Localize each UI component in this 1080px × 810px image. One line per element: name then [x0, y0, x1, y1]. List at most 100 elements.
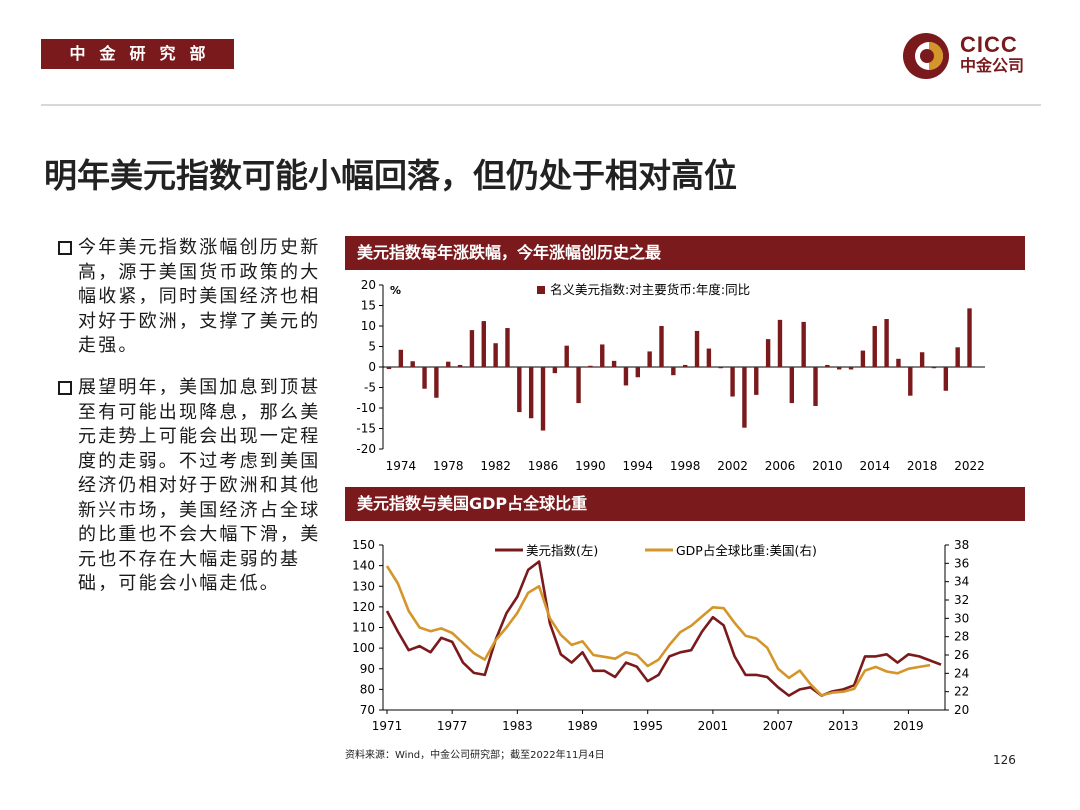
bar	[884, 319, 889, 367]
bar	[742, 367, 747, 428]
page-title: 明年美元指数可能小幅回落，但仍处于相对高位	[44, 156, 737, 195]
bar	[967, 308, 972, 367]
bar	[659, 326, 664, 367]
right-tick-label: 28	[954, 630, 969, 644]
bar	[777, 319, 783, 367]
right-tick-label: 24	[954, 666, 969, 680]
usd-index-line	[385, 560, 942, 697]
y-tick-label: -10	[356, 401, 376, 415]
x-tick-label: 2002	[717, 459, 748, 473]
bar	[398, 349, 404, 367]
left-tick-label: 110	[352, 621, 375, 635]
y-unit-label: %	[390, 284, 401, 297]
y-tick-label: -20	[356, 442, 376, 456]
bar	[682, 364, 688, 367]
bar	[623, 367, 629, 386]
x-tick-label: 2010	[812, 459, 843, 473]
bullet-text: 展望明年，美国加息到顶甚至有可能出现降息，那么美元走势上可能会出现一定程度的走弱…	[78, 377, 321, 594]
bar	[801, 321, 806, 367]
department-tag: 中金研究部	[41, 39, 234, 69]
bar	[576, 367, 581, 404]
x-tick-label: 1994	[623, 459, 654, 473]
bar	[493, 343, 498, 367]
bar	[410, 361, 415, 367]
legend-label-usd: 美元指数(左)	[526, 543, 598, 558]
y-tick-label: 15	[361, 299, 376, 313]
bar	[813, 367, 818, 406]
bar	[955, 347, 960, 367]
bar	[564, 345, 569, 367]
bar	[730, 367, 735, 397]
x-tick-label: 2001	[698, 719, 729, 733]
bar	[588, 365, 593, 367]
bar	[457, 364, 463, 367]
x-tick-label: 1989	[567, 719, 598, 733]
x-tick-label: 1977	[437, 719, 468, 733]
source-note: 资料来源：Wind，中金公司研究部；截至2022年11月4日	[345, 750, 605, 761]
bar	[600, 344, 605, 367]
bar	[540, 367, 546, 431]
bar	[422, 367, 427, 389]
header-divider	[41, 104, 1041, 106]
x-tick-label: 2007	[763, 719, 794, 733]
left-tick-label: 130	[352, 579, 375, 593]
right-tick-label: 22	[954, 685, 969, 699]
x-tick-label: 1998	[670, 459, 701, 473]
cicc-logo	[900, 28, 1050, 84]
right-tick-label: 34	[954, 575, 969, 589]
left-tick-label: 150	[352, 538, 375, 552]
bar-chart: 20 15 10 5 0 -5 -10 -15 -20% 1974 1978 1982 1986 1990…	[356, 278, 985, 473]
logo-en: CICC	[960, 32, 1018, 57]
bullet-square-icon	[58, 241, 72, 255]
left-tick-label: 140	[352, 559, 375, 573]
bar	[908, 367, 913, 396]
left-tick-label: 100	[352, 641, 375, 655]
right-tick-label: 38	[954, 538, 969, 552]
y-tick-label: 5	[368, 340, 376, 354]
x-tick-label: 2019	[893, 719, 924, 733]
bar	[386, 367, 392, 370]
bar	[635, 367, 640, 378]
bullet-2: 展望明年，美国加息到顶甚至有可能出现降息，那么美元走势上可能会出现一定程度的走弱…	[58, 376, 330, 597]
bar	[872, 326, 877, 367]
gdp-share-line	[385, 565, 931, 697]
left-tick-label: 70	[360, 703, 375, 717]
x-tick-label: 2013	[828, 719, 859, 733]
y-tick-label: 10	[361, 319, 376, 333]
cicc-logo-icon	[903, 33, 949, 79]
x-tick-label: 1974	[386, 459, 417, 473]
x-tick-label: 1982	[480, 459, 511, 473]
right-tick-label: 26	[954, 648, 969, 662]
x-tick-label: 1983	[502, 719, 533, 733]
bar	[860, 350, 866, 367]
right-tick-label: 30	[954, 611, 969, 625]
y-tick-label: 20	[361, 278, 376, 292]
bar	[943, 367, 949, 391]
bar	[469, 330, 475, 367]
bar	[718, 367, 723, 369]
x-tick-label: 1978	[433, 459, 464, 473]
bar	[446, 361, 451, 367]
bar	[931, 367, 937, 369]
bar	[896, 358, 901, 367]
bar	[694, 330, 700, 367]
y-tick-label: -5	[364, 381, 376, 395]
bar	[611, 360, 617, 367]
bar	[765, 339, 771, 367]
x-tick-label: 1971	[372, 719, 403, 733]
bar	[706, 348, 712, 367]
bar	[825, 364, 830, 367]
bullet-text: 今年美元指数涨幅创历史新高，源于美国货币政策的大幅收紧，同时美国经济也相对好于欧…	[78, 237, 321, 356]
x-tick-label: 1986	[528, 459, 559, 473]
right-tick-label: 20	[954, 703, 969, 717]
bar	[647, 351, 652, 367]
x-tick-label: 1990	[575, 459, 606, 473]
x-tick-label: 2022	[954, 459, 985, 473]
logo-text: CICC 中金公司	[960, 34, 1024, 77]
bar	[505, 328, 510, 367]
left-tick-label: 120	[352, 600, 375, 614]
y-tick-label: 0	[368, 360, 376, 374]
right-tick-label: 36	[954, 556, 969, 570]
y-tick-label: -15	[356, 422, 376, 436]
x-tick-label: 2014	[859, 459, 890, 473]
